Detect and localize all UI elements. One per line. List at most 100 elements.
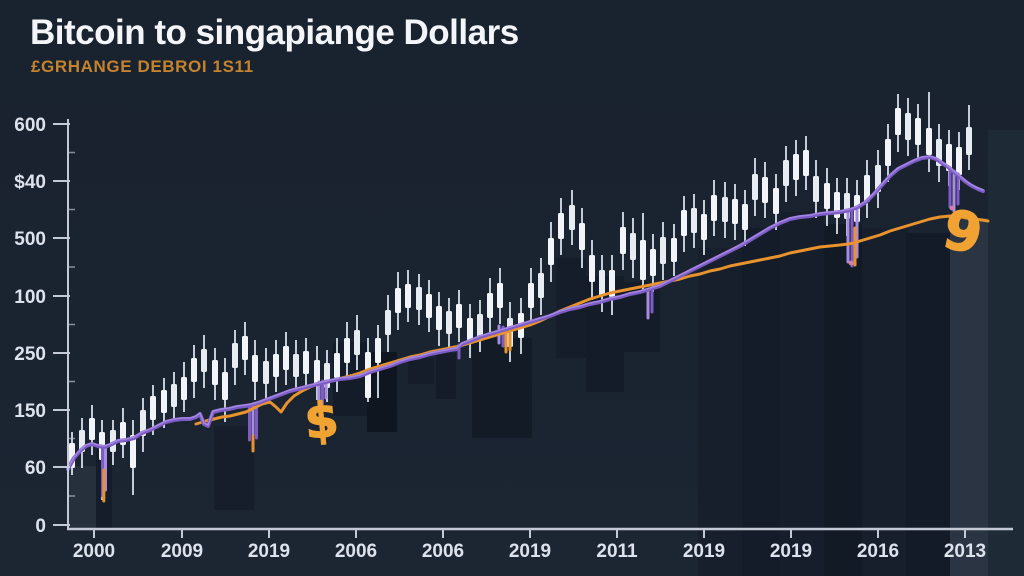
x-tick-label: 2000 [73, 541, 115, 562]
x-tick-label: 2011 [596, 541, 638, 562]
candle [385, 310, 391, 335]
spike-dot [949, 205, 955, 211]
x-tick-label: 2006 [335, 541, 377, 562]
candle [640, 240, 646, 280]
candle [589, 255, 595, 282]
candle [569, 205, 575, 230]
candle [966, 127, 972, 155]
candle [558, 213, 564, 239]
candle [864, 175, 870, 202]
candle [416, 287, 422, 310]
candle [609, 270, 615, 297]
candle [303, 351, 309, 374]
candle [620, 227, 626, 254]
candle [773, 188, 779, 214]
candle [895, 108, 901, 135]
candle [212, 360, 218, 385]
candle [538, 273, 544, 298]
candle [263, 361, 269, 384]
spike-dot [848, 260, 854, 266]
background-column [906, 233, 950, 576]
candle [426, 294, 432, 318]
candle [946, 144, 952, 171]
candle [456, 304, 462, 328]
candle [783, 160, 789, 186]
x-tick-label: 2009 [161, 541, 203, 562]
ma-purple-highlight [67, 155, 984, 469]
candle [405, 284, 411, 308]
candle [528, 283, 534, 308]
candle [813, 176, 819, 202]
background-column [988, 130, 1024, 576]
candle [650, 249, 656, 276]
candle [89, 418, 95, 440]
candle [762, 177, 768, 203]
candle [742, 204, 748, 230]
candle [681, 210, 687, 236]
chart-subtitle: £GRHANGE DEBROI 1S11 [31, 57, 254, 76]
candle [579, 223, 585, 250]
candle [824, 183, 830, 209]
candle [436, 306, 442, 330]
candle [344, 338, 350, 363]
background-column [862, 228, 908, 576]
candle [926, 128, 932, 155]
candle [283, 346, 289, 370]
candle [232, 343, 238, 368]
y-tick-label: 100 [14, 287, 46, 308]
background-column [408, 358, 434, 384]
chart-header: Bitcoin to singapiange Dollars £GRHANGE … [30, 12, 519, 77]
candle [701, 214, 707, 240]
candle [201, 349, 207, 372]
ma-orange-line [194, 214, 990, 426]
candle [314, 360, 320, 386]
x-tick-label: 2016 [857, 541, 899, 562]
background-column [950, 218, 988, 576]
background-column [472, 338, 532, 438]
candle [365, 352, 371, 398]
candle [711, 195, 717, 221]
candle [334, 353, 340, 378]
x-tick-label: 2006 [422, 541, 464, 562]
y-tick-label: 250 [14, 344, 46, 365]
candle [915, 118, 921, 145]
candle [446, 311, 452, 334]
candle [477, 314, 483, 338]
candle [497, 283, 503, 308]
candle [671, 238, 677, 262]
x-tick-label: 2019 [509, 541, 551, 562]
candle [171, 384, 177, 407]
background-column [68, 466, 98, 528]
candle [793, 154, 799, 180]
candle [722, 197, 728, 222]
candle [191, 358, 197, 382]
candle [140, 410, 146, 436]
y-tick-label: $40 [14, 172, 46, 193]
candle [803, 150, 809, 176]
y-tick-label: 0 [35, 516, 46, 537]
candle [161, 390, 167, 413]
background-column [824, 224, 862, 576]
candle [110, 430, 116, 452]
candle [467, 318, 473, 343]
candle [905, 113, 911, 140]
background-column [214, 426, 254, 510]
candle [375, 338, 381, 363]
candle [242, 336, 248, 360]
background-column [436, 353, 456, 399]
dollar-marker: $ [303, 392, 341, 451]
candle [150, 396, 156, 420]
candle [273, 354, 279, 377]
background-column [780, 212, 824, 576]
x-tick-label: 2019 [683, 541, 725, 562]
background-column [698, 248, 742, 576]
candle [222, 372, 228, 400]
y-tick-label: 150 [14, 401, 46, 422]
candle [487, 293, 493, 318]
candle [691, 208, 697, 233]
x-tick-label: 2013 [944, 541, 986, 562]
background-column [742, 228, 782, 576]
candle [548, 238, 554, 265]
